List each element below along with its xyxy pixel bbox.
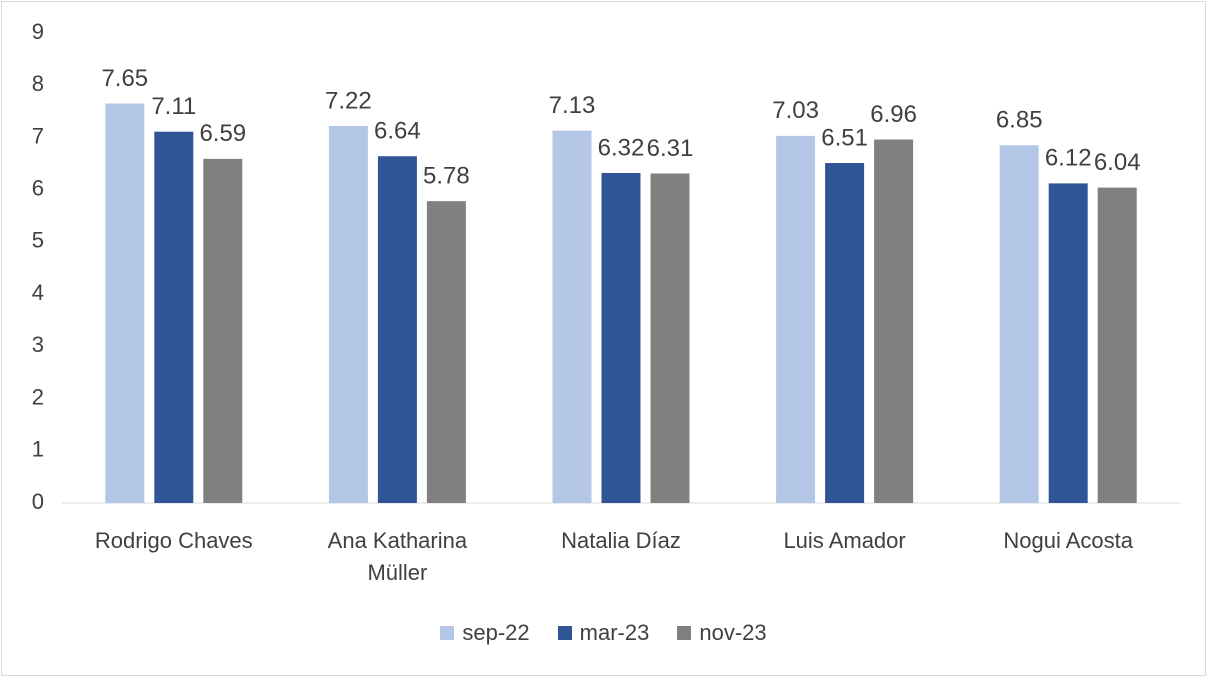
data-label: 6.64 <box>374 118 421 145</box>
bar <box>377 156 417 503</box>
x-tick-label: Natalia Díaz <box>561 528 681 553</box>
data-label: 7.22 <box>325 87 372 114</box>
bar <box>999 145 1039 503</box>
y-tick-label: 7 <box>32 123 44 148</box>
bar <box>1097 187 1137 504</box>
y-tick-label: 8 <box>32 71 44 96</box>
bar <box>426 201 466 503</box>
data-label: 6.96 <box>870 101 917 128</box>
data-label: 6.59 <box>199 120 246 147</box>
x-tick-label: Luis Amador <box>783 528 906 553</box>
legend-item: nov-23 <box>677 620 767 646</box>
y-tick-label: 2 <box>32 384 44 409</box>
legend-swatch <box>440 626 455 640</box>
x-tick-label: Rodrigo Chaves <box>94 528 253 553</box>
legend-label: nov-23 <box>699 620 767 645</box>
bar <box>825 163 865 504</box>
bar <box>874 139 914 504</box>
data-label: 6.51 <box>821 124 868 151</box>
legend-swatch <box>557 626 572 640</box>
legend-item: mar-23 <box>557 620 650 646</box>
legend-label: mar-23 <box>579 620 650 645</box>
data-label: 6.31 <box>647 135 694 162</box>
bar <box>203 158 243 503</box>
data-label: 7.11 <box>151 93 196 120</box>
data-label: 6.04 <box>1094 149 1141 176</box>
bar <box>601 172 641 503</box>
y-tick-label: 0 <box>32 489 44 514</box>
y-tick-label: 6 <box>32 175 44 200</box>
bar <box>1048 183 1088 503</box>
legend: sep-22 mar-23 nov-23 <box>0 620 1207 646</box>
y-tick-label: 5 <box>32 228 44 253</box>
legend-item: sep-22 <box>440 620 530 646</box>
bar <box>154 131 194 503</box>
legend-swatch <box>677 626 692 640</box>
data-label: 5.78 <box>423 162 470 189</box>
data-label: 6.32 <box>598 134 645 161</box>
y-tick-label: 1 <box>32 437 44 462</box>
data-label: 6.85 <box>996 107 1043 134</box>
bar <box>105 103 145 503</box>
bar <box>650 173 690 503</box>
x-tick-label: Ana Katharina Müller <box>327 528 468 585</box>
data-label: 7.13 <box>549 92 596 119</box>
x-tick-label: Nogui Acosta <box>1003 528 1133 553</box>
y-tick-label: 9 <box>32 19 44 44</box>
legend-label: sep-22 <box>462 620 530 645</box>
bar <box>552 130 592 503</box>
bar <box>776 135 816 503</box>
bar <box>328 125 368 503</box>
data-label: 7.65 <box>101 65 148 92</box>
data-label: 7.03 <box>772 97 819 124</box>
y-tick-label: 3 <box>32 332 44 357</box>
y-tick-label: 4 <box>32 280 44 305</box>
data-label: 6.12 <box>1045 145 1092 172</box>
